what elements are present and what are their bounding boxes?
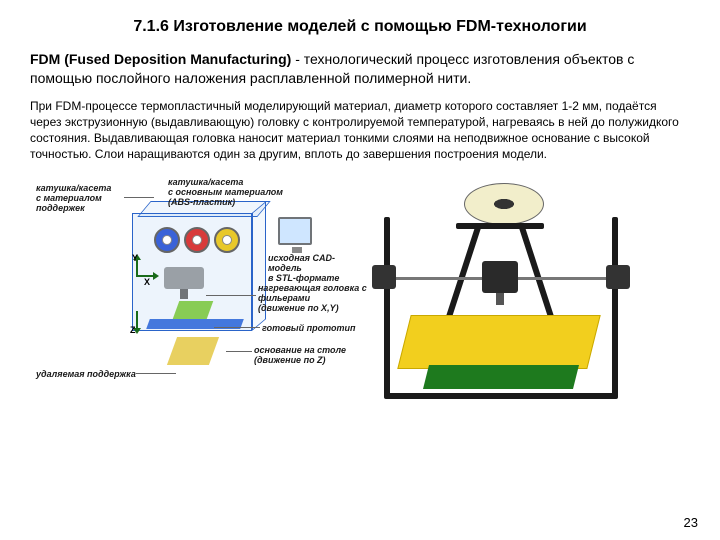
fdm-schematic-diagram: X Y Z катушка/касетас материалом поддерж… [36, 177, 316, 407]
computer-monitor-icon [278, 217, 312, 245]
figures-row: X Y Z катушка/касетас материалом поддерж… [30, 177, 690, 417]
pointer-remove-support [136, 373, 176, 374]
label-support-spool: катушка/касетас материалом поддержек [36, 183, 146, 214]
intro-paragraph: FDM (Fused Deposition Manufacturing) - т… [30, 50, 690, 88]
spool-red-icon [184, 227, 210, 253]
support-material-icon [167, 337, 219, 365]
axis-z-arrow-icon [136, 311, 138, 329]
hotend-assembly-icon [482, 261, 518, 293]
axis-y-label: Y [132, 253, 138, 263]
pointer-head [206, 295, 256, 296]
label-main-spool: катушка/касетас основным материалом(ABS-… [168, 177, 288, 208]
label-remove-support: удаляемая поддержка [36, 369, 146, 379]
stepper-motor-left-icon [372, 265, 396, 289]
section-title: 7.1.6 Изготовление моделей с помощью FDM… [30, 18, 690, 36]
frame-left-vertical [384, 217, 390, 397]
axis-z-label: Z [130, 325, 136, 335]
axis-x-label: X [144, 277, 150, 287]
frame-top-bar [456, 223, 544, 229]
print-bed-icon [397, 315, 600, 369]
extruder-head-icon [164, 267, 204, 289]
pointer-support-spool [124, 197, 154, 198]
frame-right-vertical [612, 217, 618, 397]
page-number: 23 [684, 515, 698, 530]
spool-blue-icon [154, 227, 180, 253]
pointer-prototype [214, 327, 260, 328]
controller-pcb-icon [423, 365, 579, 389]
prototype-shape-icon [173, 301, 214, 319]
frame-bottom-front [384, 393, 618, 399]
filament-spool-icon [464, 183, 544, 225]
pointer-base [226, 351, 252, 352]
spool-yellow-icon [214, 227, 240, 253]
fdm-printer-illustration [334, 177, 664, 417]
stepper-motor-right-icon [606, 265, 630, 289]
body-paragraph: При FDM-процессе термопластичный моделир… [30, 98, 690, 163]
intro-bold-term: FDM (Fused Deposition Manufacturing) [30, 51, 291, 67]
